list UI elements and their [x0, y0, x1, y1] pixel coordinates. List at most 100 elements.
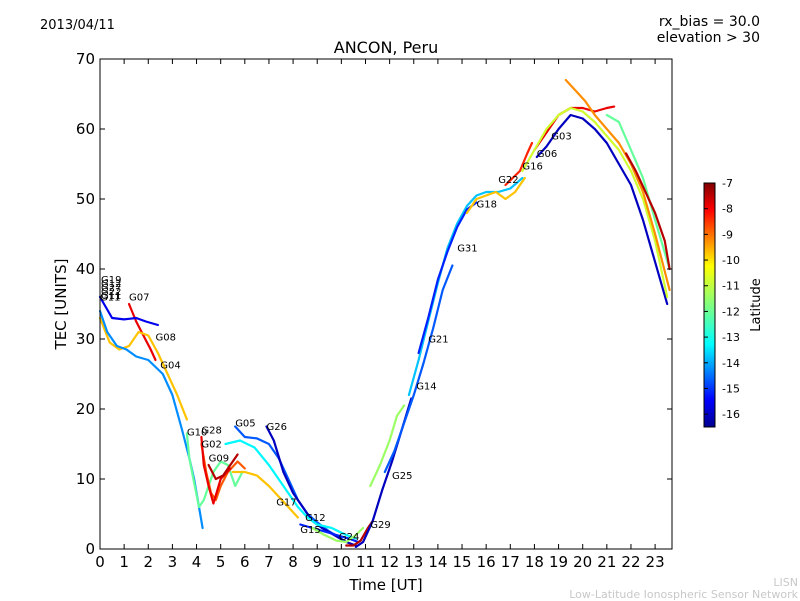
y-tick-label: 60 [76, 120, 95, 138]
satellite-label-g05: G05 [235, 419, 255, 430]
x-tick-label: 10 [332, 553, 351, 571]
x-tick-label: 8 [288, 553, 298, 571]
colorbar-tick-label: -11 [722, 280, 740, 293]
x-tick-label: 3 [168, 553, 178, 571]
y-tick-label: 0 [85, 540, 95, 558]
series-line-g02 [200, 435, 232, 505]
colorbar-tick-label: -9 [722, 228, 733, 241]
satellite-label-g11: G11 [100, 293, 120, 304]
satellite-label-stack-3: G22 [101, 287, 121, 298]
colorbar-tick-label: -7 [722, 177, 733, 190]
series-line-g22 [465, 176, 526, 215]
x-tick-label: 14 [428, 553, 447, 571]
series-line-g13 [521, 106, 669, 299]
y-tick-label: 50 [76, 190, 95, 208]
elevation-label: elevation > 30 [656, 30, 760, 46]
series-line-g03 [533, 105, 616, 152]
satellite-label-g22: G22 [498, 175, 518, 186]
satellite-label-g15: G15 [300, 525, 320, 536]
x-tick-label: 22 [621, 553, 640, 571]
satellite-label-g16: G16 [522, 162, 542, 173]
colorbar-label: Latitude [749, 278, 764, 332]
series-line-g24 [311, 526, 365, 544]
satellite-label-g10: G10 [187, 428, 207, 439]
series-line-g17 [231, 470, 299, 519]
satellite-label-g17: G17 [276, 498, 296, 509]
colorbar-tick-label: -13 [722, 331, 740, 344]
satellite-label-g08: G08 [156, 332, 176, 343]
series-line-g21 [369, 404, 406, 488]
series-line-g18 [417, 201, 478, 355]
x-tick-label: 5 [216, 553, 226, 571]
series-line-g09 [207, 453, 239, 481]
y-axis: 0 10 20 30 40 50 60 70 [76, 50, 672, 558]
series-line-g04 [98, 316, 188, 421]
x-axis: 0 1 2 3 4 5 6 7 8 9 10 11 12 13 14 15 16 17 18 19 20 21 22 23 [95, 59, 665, 571]
x-tick-label: 11 [356, 553, 375, 571]
series-line-g07 [127, 302, 157, 362]
colorbar-tick-label: -8 [722, 203, 733, 216]
y-axis-label: TEC [UNITS] [52, 259, 70, 351]
colorbar-tick-label: -14 [722, 357, 740, 370]
satellite-label-g24: G24 [339, 532, 359, 543]
satellite-label-g02: G02 [201, 440, 221, 451]
satellite-label-g21: G21 [428, 335, 448, 346]
chart-title: ANCON, Peru [333, 38, 439, 57]
satellite-label-g12: G12 [305, 513, 325, 524]
plot-frame [99, 58, 673, 550]
colorbar-ticks: -7 -8 -9 -10 -11 -12 -13 -14 -15 -16 [704, 177, 740, 421]
x-tick-label: 17 [501, 553, 520, 571]
x-tick-label: 9 [312, 553, 322, 571]
date-label: 2013/04/11 [40, 18, 115, 33]
x-tick-label: 4 [192, 553, 202, 571]
satellite-label-stack-0: G19 [101, 275, 121, 286]
satellite-label-g18: G18 [477, 199, 497, 210]
series-line-g08 [98, 295, 159, 327]
colorbar [703, 182, 716, 428]
y-tick-label: 40 [76, 260, 95, 278]
x-tick-label: 18 [525, 553, 544, 571]
satellite-label-stack-1: G12 [101, 279, 121, 290]
satellite-label-g25: G25 [392, 471, 412, 482]
y-tick-label: 30 [76, 330, 95, 348]
colorbar-tick-label: -10 [722, 254, 740, 267]
x-tick-label: 13 [404, 553, 423, 571]
x-tick-label: 20 [573, 553, 592, 571]
x-tick-label: 15 [452, 553, 471, 571]
x-tick-label: 7 [264, 553, 274, 571]
x-tick-label: 12 [380, 553, 399, 571]
satellite-label-g04: G04 [160, 360, 180, 371]
footer-lisn: LISN [773, 576, 798, 589]
y-tick-label: 70 [76, 50, 95, 68]
x-tick-label: 21 [597, 553, 616, 571]
y-tick-label: 20 [76, 400, 95, 418]
footer-network: Low-Latitude Ionospheric Sensor Network [569, 588, 798, 601]
series-line-g26 [265, 425, 357, 547]
series-line-g16 [504, 141, 534, 187]
series-line-g27 [625, 152, 671, 271]
colorbar-tick-label: -12 [722, 305, 740, 318]
x-tick-label: 19 [549, 553, 568, 571]
x-tick-label: 0 [95, 553, 105, 571]
satellite-label-g26: G26 [267, 422, 287, 433]
satellite-label-g28: G28 [201, 426, 221, 437]
satellite-label-stack-2: G27 [101, 283, 121, 294]
x-axis-label: Time [UT] [348, 576, 422, 594]
satellite-label-g03: G03 [551, 132, 571, 143]
satellite-label-g06: G06 [537, 149, 557, 160]
x-tick-label: 2 [143, 553, 153, 571]
satellite-label-g07: G07 [129, 293, 149, 304]
satellite-label-g31: G31 [457, 244, 477, 255]
x-tick-label: 6 [240, 553, 250, 571]
series-layer [98, 78, 671, 548]
series-line-g19 [564, 78, 671, 292]
series-line-g20 [605, 113, 671, 271]
rx-bias-label: rx_bias = 30.0 [658, 14, 760, 30]
colorbar-tick-label: -16 [722, 408, 740, 421]
x-tick-label: 16 [477, 553, 496, 571]
satellite-label-g14: G14 [416, 381, 436, 392]
satellite-label-g29: G29 [370, 520, 390, 531]
series-line-g14 [383, 264, 454, 474]
